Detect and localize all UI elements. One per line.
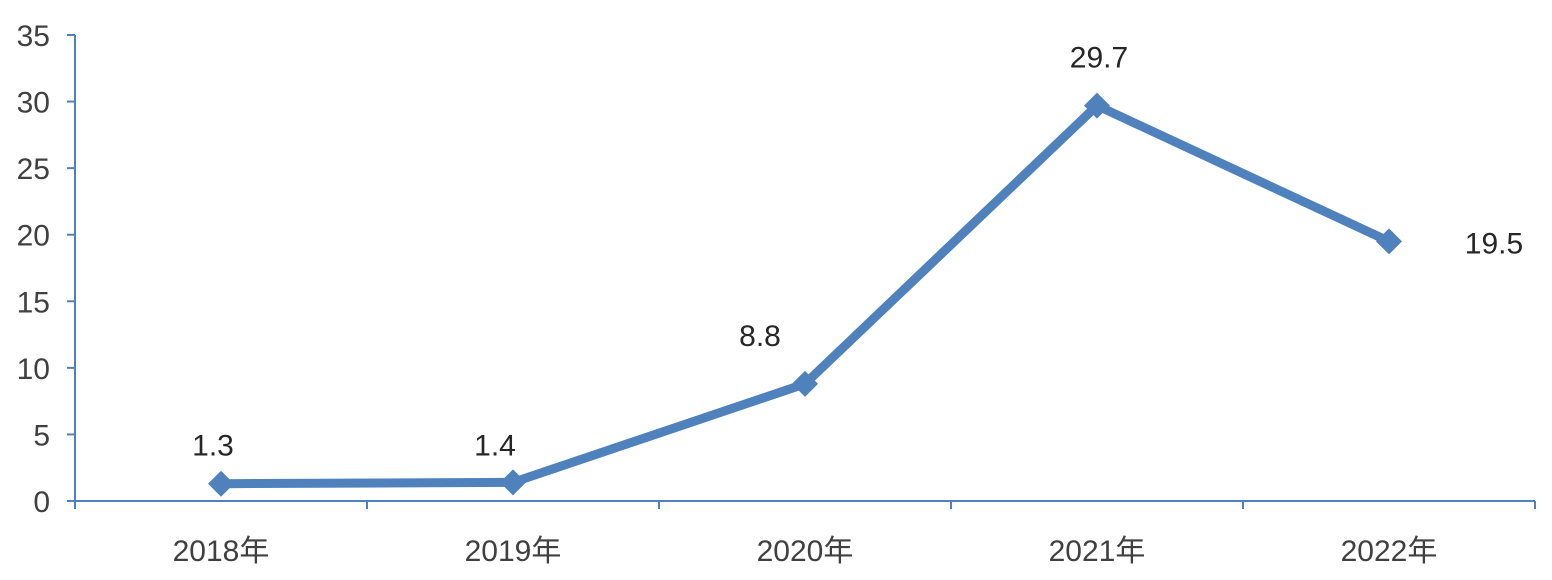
data-label: 29.7 xyxy=(1070,42,1128,75)
x-axis: 2018年 2019年 2020年 2021年 2022年 xyxy=(74,500,1536,568)
y-tick-label: 0 xyxy=(33,486,50,519)
series-line xyxy=(216,101,1394,489)
data-label: 1.4 xyxy=(474,429,516,462)
data-point-marker xyxy=(792,370,818,397)
x-tick-label: 2018年 xyxy=(173,535,270,568)
y-tick-label: 5 xyxy=(33,419,50,452)
y-tick-label: 15 xyxy=(17,286,50,319)
y-tick-label: 20 xyxy=(17,220,50,253)
x-tick-label: 2021年 xyxy=(1049,535,1146,568)
x-tick-label: 2022年 xyxy=(1341,535,1438,568)
data-point-marker xyxy=(500,469,526,496)
y-tick-label: 35 xyxy=(17,20,50,53)
y-axis: 0 5 10 15 20 25 30 35 xyxy=(17,20,76,519)
data-label: 1.3 xyxy=(192,430,234,463)
data-label: 8.8 xyxy=(739,320,781,353)
x-tick-label: 2020年 xyxy=(757,535,854,568)
data-point-marker xyxy=(1376,228,1402,255)
data-labels: 1.3 1.4 8.8 29.7 19.5 xyxy=(192,42,1523,463)
y-tick-label: 30 xyxy=(17,87,50,120)
y-tick-label: 25 xyxy=(17,153,50,186)
data-point-marker xyxy=(1084,92,1110,119)
data-point-marker xyxy=(208,470,234,497)
x-tick-label: 2019年 xyxy=(465,535,562,568)
data-label: 19.5 xyxy=(1465,227,1523,260)
y-tick-label: 10 xyxy=(17,353,50,386)
series-line-group xyxy=(208,92,1402,497)
